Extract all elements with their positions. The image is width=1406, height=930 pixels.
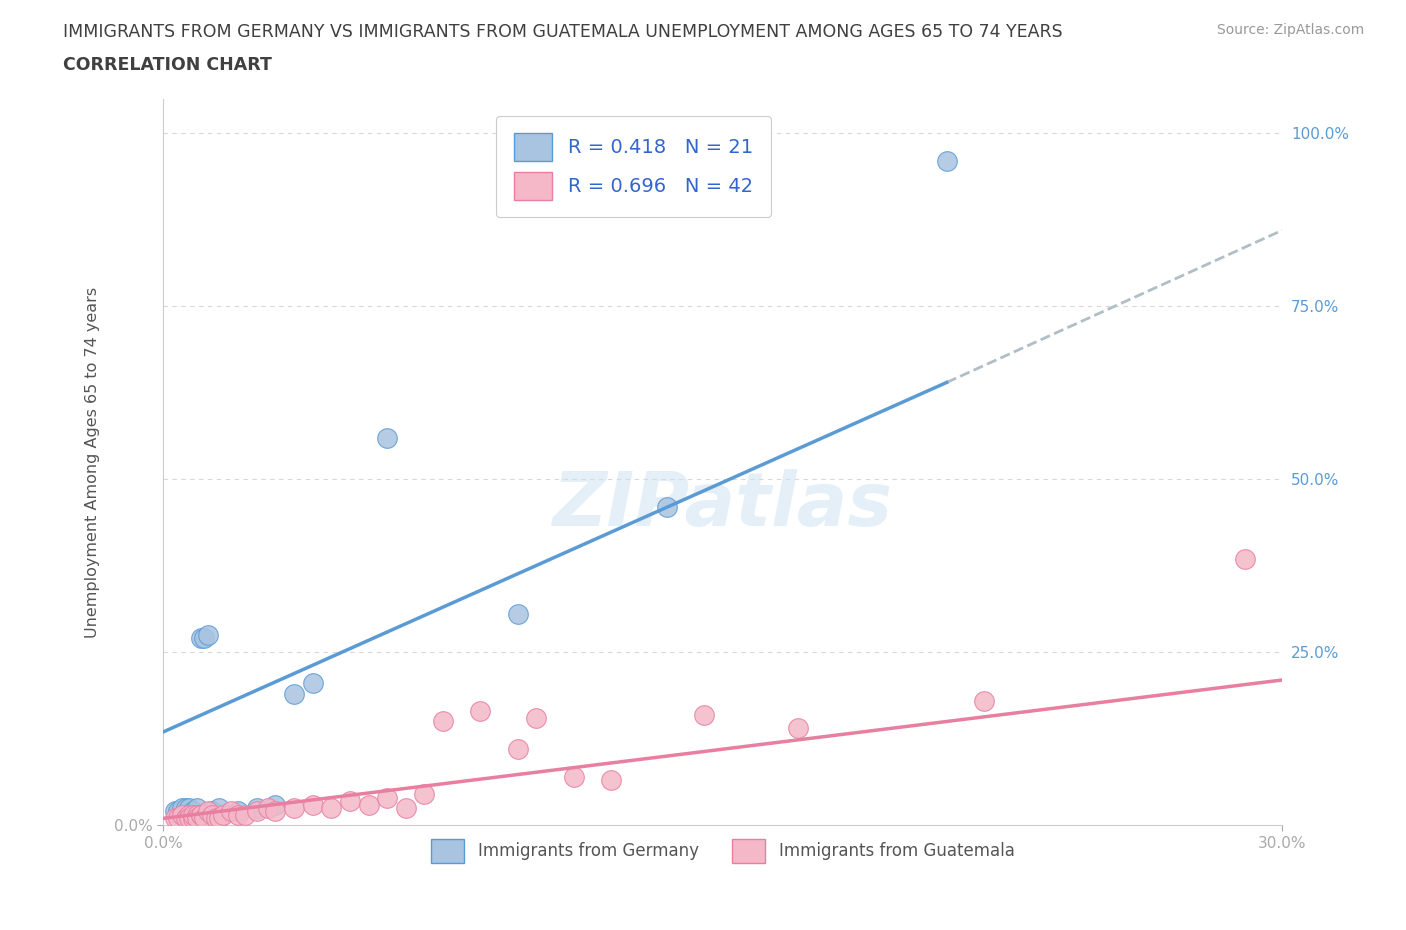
Point [208,811,231,826]
Point [212,807,235,822]
Point [201,804,224,819]
Point [375,790,398,805]
Point [201,807,224,822]
Y-axis label: Unemployment Among Ages 65 to 74 years: Unemployment Among Ages 65 to 74 years [86,286,100,638]
Point [246,804,269,819]
Point [181,804,204,819]
Point [226,804,249,819]
Point [181,807,204,822]
Point [204,811,226,826]
Point [432,714,454,729]
Point [193,811,215,826]
Point [693,707,716,722]
Point [226,807,249,822]
Point [190,631,212,645]
Point [283,801,305,816]
Point [174,811,197,826]
Point [179,811,201,826]
Point [235,807,257,822]
Point [219,804,242,819]
Point [197,628,219,643]
Text: IMMIGRANTS FROM GERMANY VS IMMIGRANTS FROM GUATEMALA UNEMPLOYMENT AMONG AGES 65 : IMMIGRANTS FROM GERMANY VS IMMIGRANTS FR… [63,23,1063,41]
Point [193,631,215,645]
Text: ZIPatlas: ZIPatlas [553,469,893,542]
Point [1234,551,1257,566]
Point [506,606,529,621]
Point [181,811,204,826]
Point [167,811,190,826]
Point [339,793,361,808]
Point [301,797,323,812]
Point [186,801,208,816]
Point [264,804,287,819]
Point [264,797,287,812]
Point [170,807,193,822]
Point [190,807,212,822]
Point [186,811,208,826]
Point [163,811,186,826]
Legend: Immigrants from Germany, Immigrants from Guatemala: Immigrants from Germany, Immigrants from… [425,832,1021,870]
Point [170,801,193,816]
Point [174,801,197,816]
Point [197,804,219,819]
Point [179,807,201,822]
Point [470,704,492,719]
Point [600,773,623,788]
Point [179,801,201,816]
Point [413,787,436,802]
Point [186,807,208,822]
Point [526,711,548,725]
Point [786,721,808,736]
Point [375,431,398,445]
Point [562,769,585,784]
Point [973,693,995,708]
Point [208,801,231,816]
Point [256,801,278,816]
Point [357,797,380,812]
Point [167,804,190,819]
Point [301,676,323,691]
Point [190,807,212,822]
Point [246,801,269,816]
Point [163,804,186,819]
Point [506,742,529,757]
Point [655,499,678,514]
Point [283,686,305,701]
Point [321,801,343,816]
Point [935,153,957,168]
Text: Source: ZipAtlas.com: Source: ZipAtlas.com [1216,23,1364,37]
Text: CORRELATION CHART: CORRELATION CHART [63,56,273,73]
Point [395,801,418,816]
